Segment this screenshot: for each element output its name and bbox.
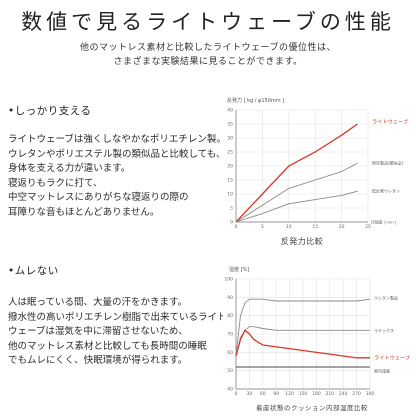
series-label: 低反発ウレタン xyxy=(372,188,400,194)
page-title: 数値で見るライトウェーブの性能 xyxy=(21,10,395,34)
body-line: 撥水性の高いポリエチレン樹脂で出来ているライト xyxy=(8,311,223,323)
x-tick-label: 210 xyxy=(326,391,335,397)
intro-text: 他のマットレス素材と比較したライトウェーブの優位性は、 さまざまな実験結果に見る… xyxy=(0,41,416,69)
chart1-ylabel: 反発力 [ kg / φ150mm ] xyxy=(227,98,285,104)
x-tick-label: 5 xyxy=(261,224,264,230)
body-line: 身体を支える力が違います。 xyxy=(8,163,131,175)
x-tick-label: 180 xyxy=(312,391,321,397)
y-tick-label: 35 xyxy=(227,122,233,128)
x-tick-label: 15 xyxy=(312,224,318,230)
series-line xyxy=(235,298,371,357)
section-heading-breathable: •ムレない xyxy=(8,265,59,277)
x-tick-label: 270 xyxy=(352,391,361,397)
body-line: 耳障りな音もほとんどありません。 xyxy=(8,206,160,218)
x-tick-label: 20 xyxy=(339,224,345,230)
body-line: ライトウェーブは強くしなやかなポリエチレン製。 xyxy=(8,134,223,145)
section-body-support: ライトウェーブは強くしなやかなポリエチレン製。 ウレタンやポリエステル製の類似品… xyxy=(8,133,223,221)
chart1-title: 反発力比較 xyxy=(280,237,324,246)
x-tick-label: 0 xyxy=(235,224,238,230)
x-axis-label: 圧縮量 [ mm ] xyxy=(371,220,397,225)
series-line xyxy=(235,123,358,223)
x-tick-label: 10 xyxy=(286,224,292,230)
body-line: 寝返りもラクに打て、 xyxy=(8,177,103,189)
y-tick-label: 30 xyxy=(227,136,233,142)
x-tick-label: 300 xyxy=(366,391,375,397)
body-line: 他のマットレス素材と比較しても長時間の睡眠 xyxy=(8,340,207,352)
series-line xyxy=(235,329,370,359)
y-tick-label: 0 xyxy=(230,220,233,226)
body-line: 中空マットレスにありがちな寝返りの際の xyxy=(8,192,189,204)
x-tick-label: 120 xyxy=(285,391,294,397)
intro-line: さまざまな実験結果に見ることができます。 xyxy=(113,57,303,67)
series-label: ライトウェーブ xyxy=(372,118,408,126)
y-tick-label: 25 xyxy=(227,150,233,156)
y-tick-label: 40 xyxy=(227,108,233,114)
body-line: ウレタンやポリエステル製の類似品と比較しても、 xyxy=(8,148,223,160)
x-tick-label: 90 xyxy=(273,391,279,397)
series-label: ラテックス xyxy=(374,327,394,333)
body-line: でもムレにくく、快眠環境が得られます。 xyxy=(8,355,188,367)
body-line: ウェーブは湿気を中に滞留させないため、 xyxy=(8,326,188,338)
y-tick-label: 50 xyxy=(227,368,233,374)
series-label: ライトウェーブ xyxy=(374,353,410,361)
series-label: 他社製品(類似品) xyxy=(372,160,404,166)
x-tick-label: 0 xyxy=(235,391,238,397)
series-line xyxy=(235,326,370,357)
section-body-breathable: 人は眠っている間、大量の汗をかきます。 撥水性の高いポリエチレン樹脂で出来ている… xyxy=(8,296,223,369)
chart2-ylabel: 湿度 [%] xyxy=(229,267,250,273)
body-line: 人は眠っている間、大量の汗をかきます。 xyxy=(8,297,188,308)
x-tick-label: 30 xyxy=(247,391,253,397)
y-tick-label: 90 xyxy=(227,295,233,301)
x-tick-label: 150 xyxy=(299,391,308,397)
y-tick-label: 70 xyxy=(227,332,233,338)
y-tick-label: 10 xyxy=(227,192,233,198)
intro-line: 他のマットレス素材と比較したライトウェーブの優位性は、 xyxy=(80,43,336,53)
series-line xyxy=(235,190,358,223)
y-tick-label: 40 xyxy=(227,387,233,393)
x-tick-label: 60 xyxy=(260,391,266,397)
series-label: 室内湿度 xyxy=(374,368,390,374)
y-tick-label: 60 xyxy=(227,350,233,356)
x-tick-label: 240 xyxy=(339,391,348,397)
series-line xyxy=(235,162,358,223)
chart2-title: 着座状態のクッション内部湿度比較 xyxy=(256,404,368,412)
y-tick-label: 5 xyxy=(230,206,233,212)
y-tick-label: 100 xyxy=(224,277,233,283)
y-tick-label: 20 xyxy=(227,164,233,170)
series-label: ウレタン製品 xyxy=(374,295,398,301)
humidity-chart: 40 50 60 70 80 90 100 0 30 60 90 120 150 180 210 240 270… xyxy=(224,277,410,398)
y-tick-label: 80 xyxy=(227,313,233,319)
y-tick-label: 15 xyxy=(227,178,233,184)
x-tick-label: 25 xyxy=(365,224,371,230)
repulsion-chart: 0 5 10 15 20 25 30 35 40 0 5 10 15 20 25 ライトウェーブ他社製品(類似… xyxy=(227,108,408,231)
section-heading-support: •しっかり支える xyxy=(8,105,92,117)
